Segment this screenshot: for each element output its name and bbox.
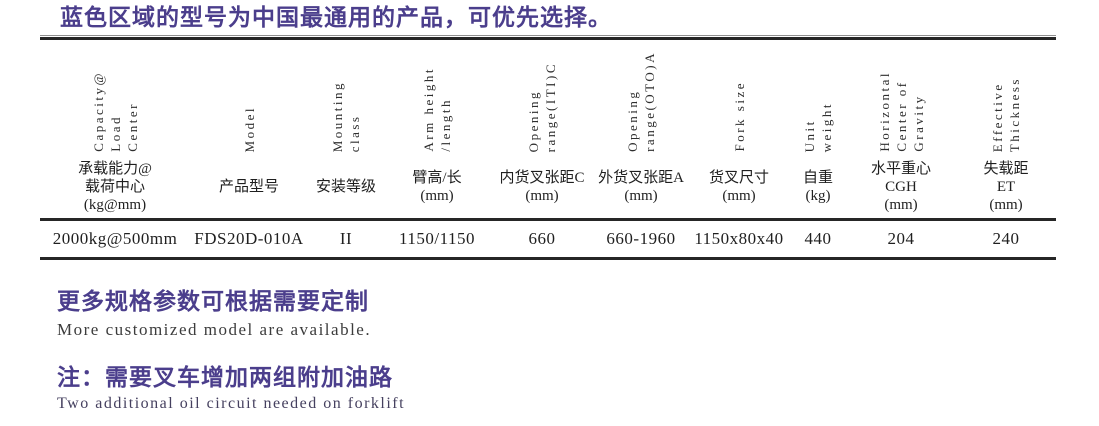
note-customization-cn: 更多规格参数可根据需要定制 bbox=[57, 289, 369, 314]
column-header-5: Opening range(ITI)C 内货叉张距C (mm) bbox=[490, 40, 594, 218]
column-header-en-wrap: Fork size bbox=[688, 40, 790, 156]
column-header-cn: 水平重心 CGH (mm) bbox=[870, 161, 931, 213]
column-header-en: Arm height /length bbox=[421, 67, 453, 152]
column-header-en-wrap: Unit weight bbox=[790, 40, 846, 156]
table-cell-7: 1150x80x40 bbox=[694, 229, 784, 248]
note-customization-en: More customized model are available. bbox=[57, 320, 372, 339]
column-header-cn: 失载距 ET (mm) bbox=[983, 161, 1029, 213]
table-top-rule bbox=[40, 35, 1056, 40]
column-header-en-wrap: Effective Thickness bbox=[956, 40, 1056, 156]
column-header-en: Fork size bbox=[731, 81, 747, 152]
column-header-cn: 臂高/长 (mm) bbox=[412, 170, 462, 204]
column-header-1: Capacity@ Load Center 承载能力@ 载荷中心 (kg@mm) bbox=[40, 40, 190, 218]
table-cell-5: 660 bbox=[528, 229, 556, 248]
note-customization: 更多规格参数可根据需要定制 More customized model are … bbox=[57, 288, 1099, 340]
page-heading: 蓝色区域的型号为中国最通用的产品，可优先选择。 bbox=[60, 5, 612, 30]
spec-sheet-page: 蓝色区域的型号为中国最通用的产品，可优先选择。 Capacity@ Load C… bbox=[0, 4, 1099, 426]
column-header-4: Arm height /length 臂高/长 (mm) bbox=[384, 40, 490, 218]
column-header-10: Effective Thickness 失载距 ET (mm) bbox=[956, 40, 1056, 218]
column-header-cn: 承载能力@ 载荷中心 (kg@mm) bbox=[78, 161, 152, 213]
column-header-3: Mounting class 安装等级 bbox=[308, 40, 384, 218]
column-header-en: Effective Thickness bbox=[990, 76, 1022, 152]
column-header-en-wrap: Arm height /length bbox=[384, 40, 490, 156]
column-header-cn: 货叉尺寸 (mm) bbox=[708, 170, 769, 204]
column-header-9: Horizontal Center of Gravity 水平重心 CGH (mm… bbox=[846, 40, 956, 218]
column-header-cn: 内货叉张距C (mm) bbox=[499, 170, 585, 204]
column-header-en-wrap: Mounting class bbox=[308, 40, 384, 156]
table-cell-10: 240 bbox=[992, 229, 1020, 248]
note-oil-circuit-cn: 注：需要叉车增加两组附加油路 bbox=[57, 365, 393, 390]
table-cell-8: 440 bbox=[804, 229, 832, 248]
column-header-en: Opening range(OTO)A bbox=[625, 51, 657, 152]
note-oil-circuit-en: Two additional oil circuit needed on for… bbox=[57, 395, 406, 412]
column-header-en-wrap: Capacity@ Load Center bbox=[40, 40, 190, 156]
column-header-en-wrap: Horizontal Center of Gravity bbox=[846, 40, 956, 156]
column-header-en: Mounting class bbox=[330, 80, 362, 152]
notes-section: 更多规格参数可根据需要定制 More customized model are … bbox=[57, 288, 1099, 414]
column-header-en-wrap: Model bbox=[190, 40, 308, 156]
column-header-en: Opening range(ITI)C bbox=[526, 61, 558, 152]
column-header-6: Opening range(OTO)A 外货叉张距A (mm) bbox=[594, 40, 688, 218]
column-header-en: Capacity@ Load Center bbox=[90, 71, 140, 152]
column-header-8: Unit weight 自重 (kg) bbox=[790, 40, 846, 218]
table-cell-1: 2000kg@500mm bbox=[52, 229, 178, 248]
table-cell-2: FDS20D-010A bbox=[194, 229, 304, 248]
column-header-2: Model 产品型号 bbox=[190, 40, 308, 218]
table-data-row: 2000kg@500mm FDS20D-010A II 1150/1150 660 660… bbox=[40, 221, 1056, 257]
column-header-7: Fork size 货叉尺寸 (mm) bbox=[688, 40, 790, 218]
column-header-cn: 安装等级 bbox=[315, 179, 376, 195]
note-oil-circuit: 注：需要叉车增加两组附加油路 Two additional oil circui… bbox=[57, 364, 1099, 414]
column-header-cn: 外货叉张距A (mm) bbox=[598, 170, 684, 204]
column-header-cn: 自重 (kg) bbox=[802, 170, 833, 204]
table-cell-6: 660-1960 bbox=[606, 229, 676, 248]
column-header-en: Horizontal Center of Gravity bbox=[876, 71, 926, 152]
table-mid-rule bbox=[40, 218, 1056, 221]
column-header-cn: 产品型号 bbox=[218, 179, 279, 195]
table-cell-4: 1150/1150 bbox=[399, 229, 475, 248]
column-header-en: Model bbox=[241, 105, 257, 152]
table-header-row: Capacity@ Load Center 承载能力@ 载荷中心 (kg@mm) M… bbox=[40, 40, 1056, 218]
table-cell-3: II bbox=[339, 229, 353, 248]
column-header-en: Unit weight bbox=[802, 101, 834, 152]
column-header-en-wrap: Opening range(ITI)C bbox=[490, 40, 594, 156]
table-bottom-rule bbox=[40, 257, 1056, 260]
table-cell-9: 204 bbox=[887, 229, 915, 248]
column-header-en-wrap: Opening range(OTO)A bbox=[594, 40, 688, 156]
